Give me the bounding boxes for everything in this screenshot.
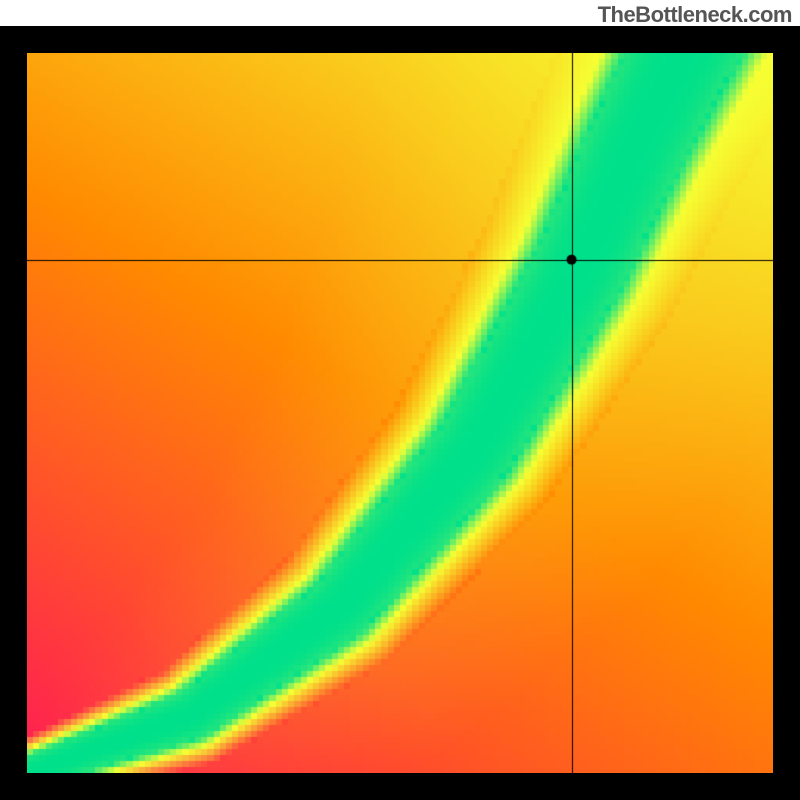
crosshair-overlay	[27, 53, 773, 773]
chart-container: TheBottleneck.com	[0, 0, 800, 800]
watermark-text: TheBottleneck.com	[598, 2, 792, 28]
